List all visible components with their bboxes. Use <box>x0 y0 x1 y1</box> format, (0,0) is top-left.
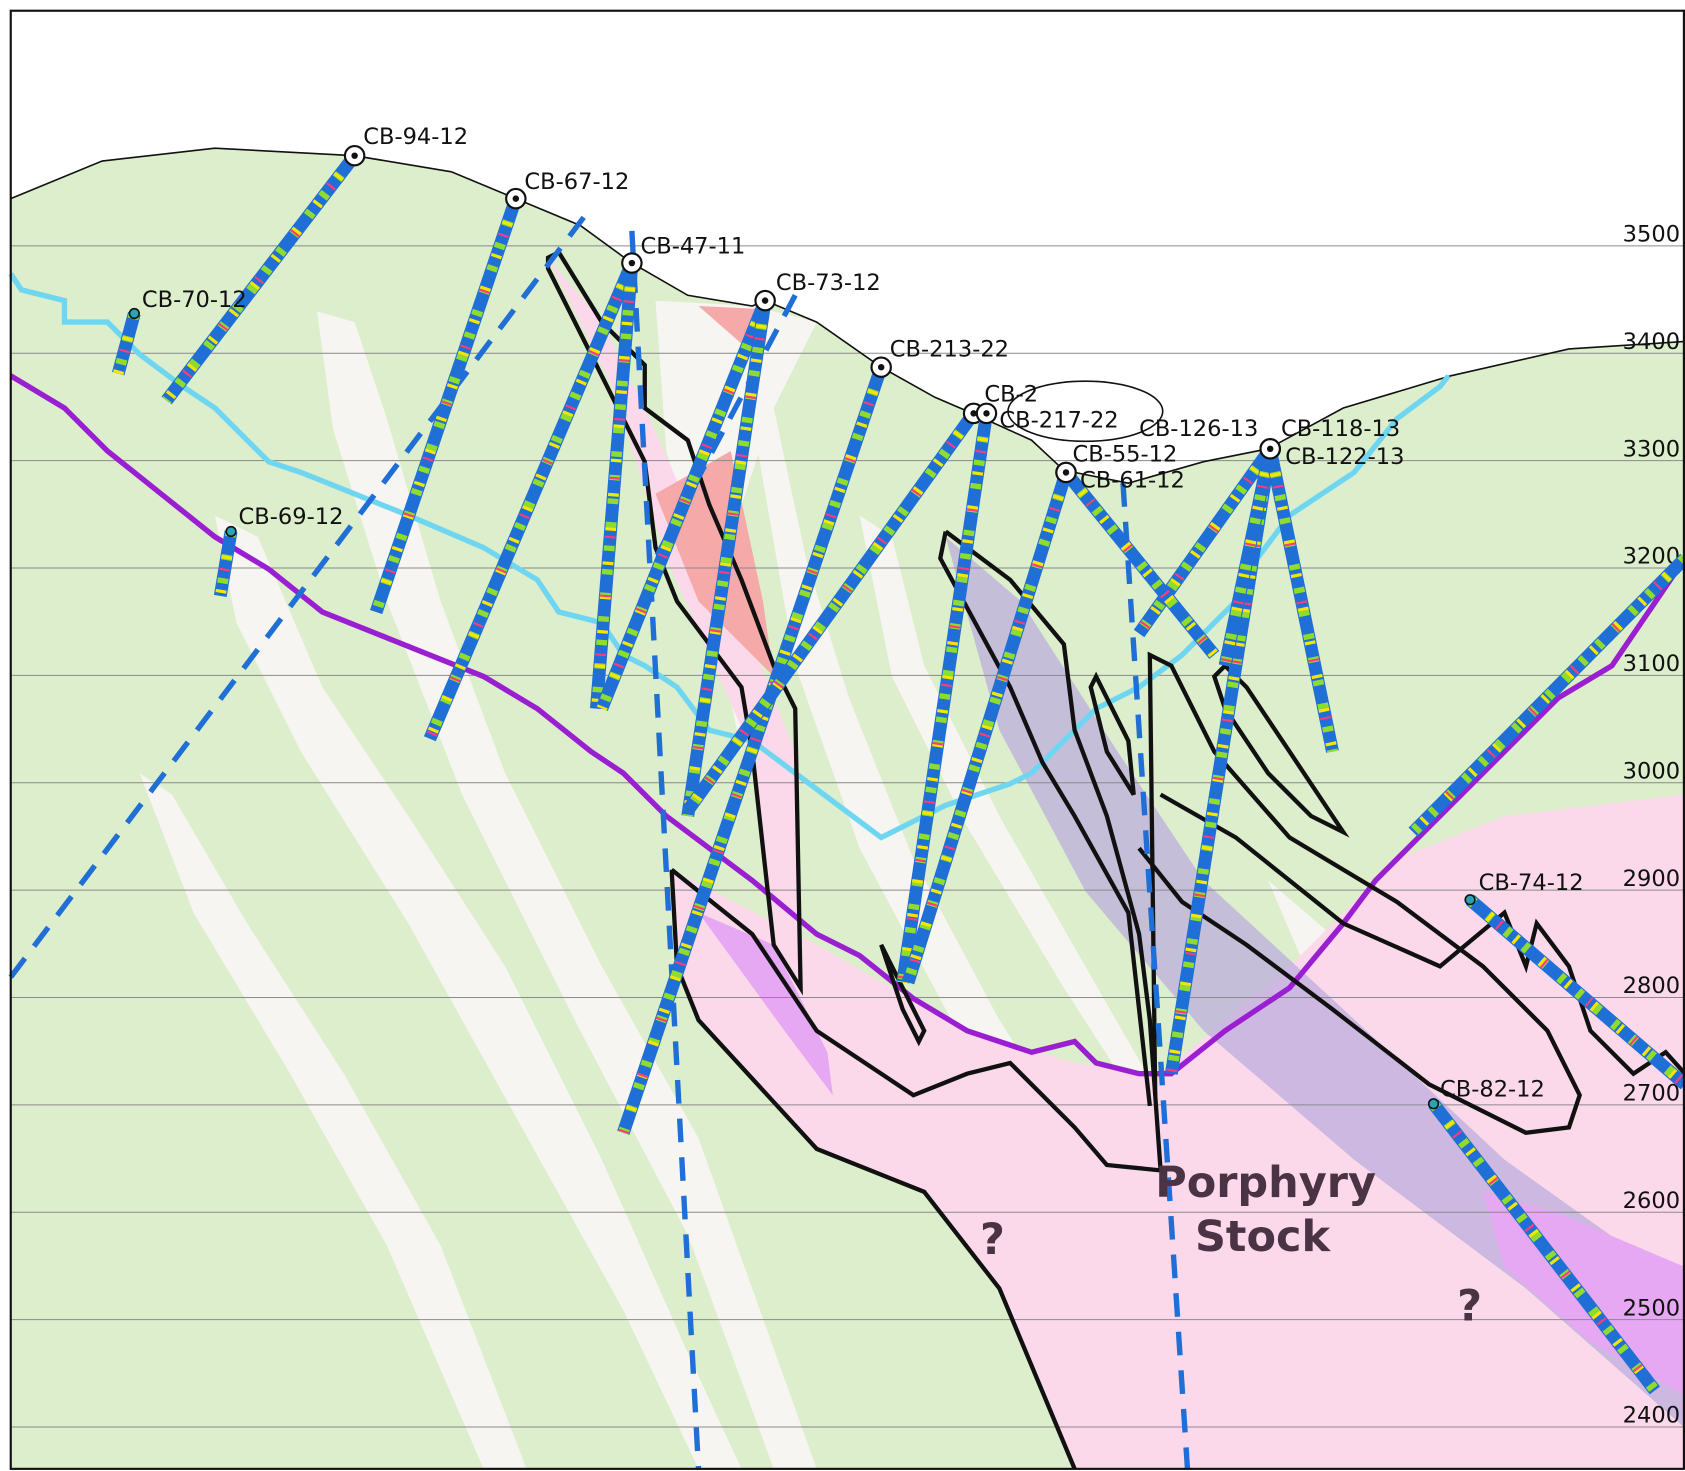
hole-label: CB-213-22 <box>890 336 1009 362</box>
stock-label: Porphyry <box>1155 1158 1376 1208</box>
hole-label: CB-69-12 <box>239 504 344 530</box>
collar-dot <box>629 260 635 266</box>
question-mark: ? <box>980 1215 1005 1265</box>
collar-dot <box>762 297 768 303</box>
hole-label: CB-47-11 <box>640 233 745 259</box>
hole-label: CB-70-12 <box>142 287 247 313</box>
hole-label: CB-122-13 <box>1285 444 1404 470</box>
question-mark: ? <box>1457 1282 1482 1332</box>
elevation-label: 2400 <box>1623 1403 1680 1429</box>
collar-dot <box>878 364 884 370</box>
collar-dot <box>1063 469 1069 475</box>
elevation-label: 2700 <box>1623 1081 1680 1107</box>
elevation-label: 2800 <box>1623 973 1680 999</box>
collar-dot <box>351 152 357 158</box>
hole-label: CB-2 <box>984 382 1038 408</box>
hole-label: CB-126-13 <box>1139 416 1258 442</box>
collar <box>1465 895 1475 905</box>
elevation-label: 3300 <box>1623 436 1680 462</box>
collar <box>1429 1099 1439 1109</box>
collar-dot <box>983 410 989 416</box>
hole-label: CB-74-12 <box>1479 870 1584 896</box>
hole-label: CB-217-22 <box>999 407 1118 433</box>
stock-label: Stock <box>1195 1212 1331 1262</box>
hole-label: CB-61-12 <box>1080 467 1185 493</box>
elevation-label: 2500 <box>1623 1295 1680 1321</box>
elevation-label: 3000 <box>1623 758 1680 784</box>
hole-label: CB-67-12 <box>524 169 629 195</box>
elevation-label: 2600 <box>1623 1188 1680 1214</box>
collar-dot <box>1267 446 1273 452</box>
cross-section: 3500340033003200310030002900280027002600… <box>0 0 1685 1471</box>
collar-dot <box>513 195 519 201</box>
collar <box>129 309 139 319</box>
hole-label: CB-118-13 <box>1281 416 1400 442</box>
hole-label: CB-73-12 <box>776 270 881 296</box>
elevation-label: 3500 <box>1623 222 1680 248</box>
collar <box>226 527 236 537</box>
elevation-label: 3100 <box>1623 651 1680 677</box>
hole-label: CB-82-12 <box>1440 1076 1545 1102</box>
hole-label: CB-94-12 <box>363 124 468 150</box>
hole-label: CB-55-12 <box>1072 442 1177 468</box>
elevation-label: 2900 <box>1623 866 1680 892</box>
